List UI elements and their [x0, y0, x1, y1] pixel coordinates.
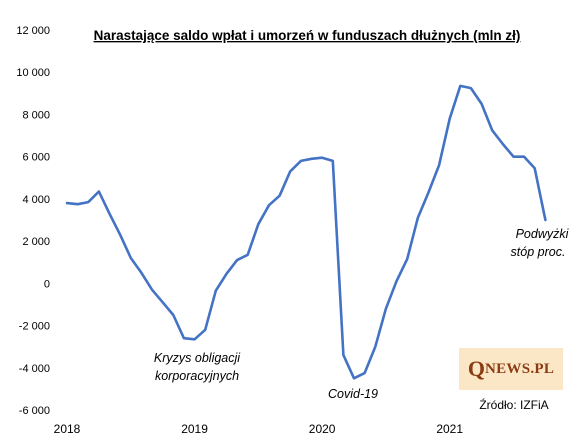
y-tick-label: -6 000 — [19, 405, 50, 417]
y-tick-label: -2 000 — [19, 321, 50, 333]
annotation-rate-hikes: Podwyżki stóp proc. — [511, 227, 570, 259]
source-note: Źródło: IZFiA — [479, 397, 548, 412]
annotation-covid: Covid-19 — [328, 387, 378, 401]
y-tick-label: 8 000 — [22, 109, 50, 121]
y-tick-label: 6 000 — [22, 152, 50, 164]
y-tick-label: -4 000 — [19, 363, 50, 375]
brand-logo: Q NEWS.PL — [459, 348, 563, 390]
y-tick-label: 0 — [44, 278, 50, 290]
y-tick-label: 2 000 — [22, 236, 50, 248]
brand-logo-q: Q — [467, 356, 485, 381]
annotation-bond-crisis-line1: Kryzys obligacji — [154, 351, 241, 365]
chart-title: Narastające saldo wpłat i umorzeń w fund… — [94, 28, 521, 43]
x-tick-label: 2020 — [309, 422, 336, 436]
x-tick-label: 2021 — [436, 422, 463, 436]
x-tick-label: 2018 — [54, 422, 81, 436]
annotation-rate-hikes-line1: Podwyżki — [516, 227, 570, 241]
annotation-rate-hikes-line2: stóp proc. — [511, 245, 566, 259]
x-axis-ticks: 2018 2019 2020 2021 — [54, 422, 464, 436]
y-axis-ticks: 12 000 10 000 8 000 6 000 4 000 2 000 0 -2 000 -… — [16, 25, 50, 417]
x-tick-label: 2019 — [181, 422, 208, 436]
brand-logo-rest: NEWS.PL — [484, 360, 555, 377]
annotation-covid-line1: Covid-19 — [328, 387, 378, 401]
series-line — [65, 84, 547, 380]
y-tick-label: 10 000 — [16, 67, 50, 79]
y-tick-label: 4 000 — [22, 194, 50, 206]
brand-logo-text: Q NEWS.PL — [459, 348, 563, 390]
y-tick-label: 12 000 — [16, 25, 50, 37]
annotation-bond-crisis: Kryzys obligacji korporacyjnych — [154, 351, 241, 383]
annotation-bond-crisis-line2: korporacyjnych — [155, 369, 239, 383]
